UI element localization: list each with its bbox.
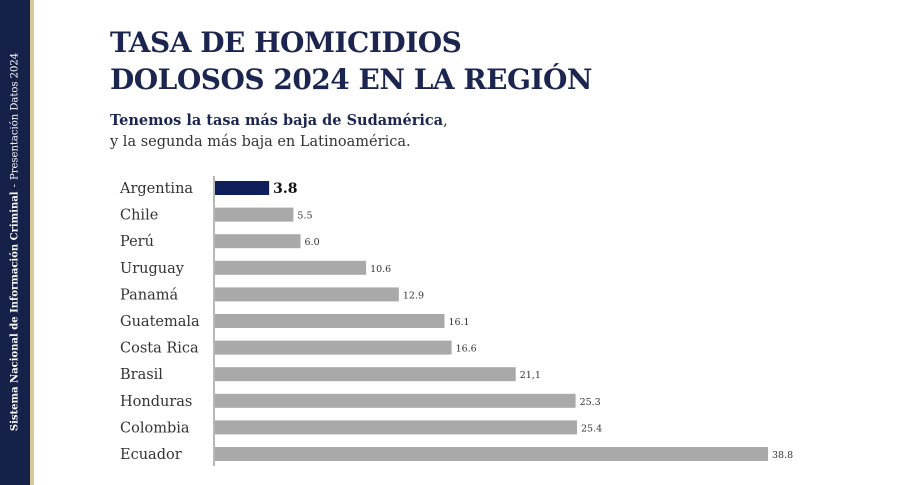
bar (215, 260, 367, 275)
category-label: Colombia (120, 420, 190, 436)
bar (215, 207, 294, 222)
bar (215, 287, 399, 302)
page-title: TASA DE HOMICIDIOS DOLOSOS 2024 EN LA RE… (110, 24, 592, 98)
category-label: Ecuador (120, 447, 182, 463)
value-label: 12.9 (403, 290, 424, 301)
value-label: 25.3 (580, 397, 601, 408)
subtitle-bold: Tenemos la tasa más baja de Sudamérica (110, 112, 444, 129)
value-label: 10.6 (370, 264, 391, 275)
side-presentation: Presentación Datos 2024 (9, 52, 21, 180)
side-caption: Sistema Nacional de Información Criminal… (10, 53, 21, 431)
category-label: Panamá (120, 287, 178, 303)
bar (215, 367, 516, 382)
title-line-2: DOLOSOS 2024 EN LA REGIÓN (110, 63, 592, 96)
category-label: Argentina (119, 181, 193, 197)
bar (215, 234, 301, 249)
category-label: Honduras (120, 394, 192, 410)
side-strip: Sistema Nacional de Información Criminal… (0, 0, 34, 485)
category-label: Guatemala (120, 314, 200, 330)
subtitle: Tenemos la tasa más baja de Sudamérica, … (110, 110, 448, 153)
subtitle-line-2: y la segunda más baja en Latinoamérica. (110, 134, 411, 150)
bar (215, 420, 578, 435)
value-label: 3.8 (273, 181, 297, 197)
category-label: Costa Rica (120, 341, 199, 357)
side-divider (30, 0, 34, 485)
bar (215, 447, 768, 461)
side-org: Sistema Nacional de Información Criminal (9, 191, 21, 432)
value-label: 5.5 (297, 211, 312, 222)
subtitle-line-1: Tenemos la tasa más baja de Sudamérica, (110, 110, 448, 132)
value-label: 6.0 (305, 237, 320, 248)
bar (215, 181, 270, 195)
value-label: 25.4 (581, 423, 602, 434)
category-label: Brasil (120, 367, 163, 383)
bar (215, 393, 576, 408)
value-label: 38.8 (772, 450, 793, 461)
side-separator: - (9, 184, 21, 188)
title-line-1: TASA DE HOMICIDIOS (110, 26, 462, 59)
value-label: 16.6 (456, 344, 477, 355)
value-label: 21,1 (520, 370, 541, 381)
homicide-rate-chart: Argentina 3.8 Chile 5.5 Perú 6.0 Uruguay 10.6 Pa… (119, 176, 793, 466)
bar (215, 314, 445, 328)
category-label: Uruguay (120, 261, 185, 277)
category-label: Perú (120, 234, 154, 250)
subtitle-comma: , (443, 113, 448, 129)
bar (215, 340, 452, 355)
category-label: Chile (120, 208, 158, 224)
value-label: 16.1 (448, 317, 469, 328)
